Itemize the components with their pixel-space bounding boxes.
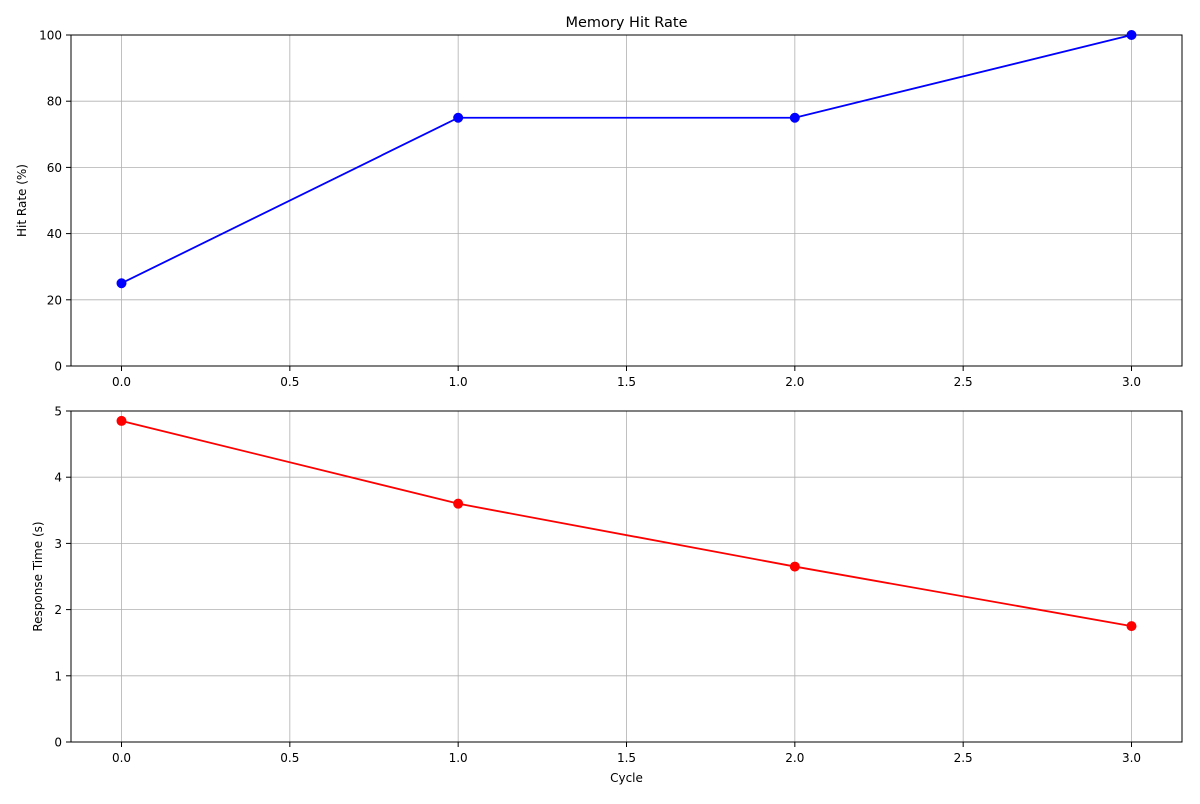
top-x-tick-label: 1.5 [617,375,636,389]
top-x-tick-label: 0.5 [280,375,299,389]
top-series-line [121,34,1132,285]
bottom-y-axis-label: Response Time (s) [31,521,45,631]
top-x-tick-label: 1.0 [449,375,468,389]
top-data-point [116,278,127,289]
top-y-tick-label: 40 [47,227,62,241]
bottom-series-line [121,420,1132,628]
bottom-x-tick-label: 2.5 [954,751,973,765]
bottom-y-tick-label: 4 [54,471,62,485]
bottom-y-tick-label: 1 [54,669,62,683]
bottom-y-tick-label: 2 [54,603,62,617]
top-chart-title: Memory Hit Rate [565,15,687,31]
top-y-tick-label: 80 [47,95,62,109]
top-x-tick-label: 2.0 [785,375,804,389]
bottom-x-tick-label: 0.0 [112,751,131,765]
top-y-tick-label: 100 [39,29,62,43]
bottom-y-tick-label: 3 [54,537,62,551]
top-data-point [453,112,464,123]
top-data-point [789,112,800,123]
top-y-axis-label: Hit Rate (%) [15,164,29,237]
top-y-tick-label: 60 [47,161,62,175]
bottom-data-point [1126,621,1137,632]
top-data-point [1126,30,1137,40]
bottom-x-tick-label: 1.0 [449,751,468,765]
bottom-x-tick-label: 3.0 [1122,751,1141,765]
top-y-tick-label: 0 [54,360,62,374]
top-x-tick-label: 2.5 [954,375,973,389]
bottom-data-point [116,415,127,426]
bottom-data-point [789,561,800,572]
top-y-tick-label: 20 [47,293,62,307]
top-x-tick-label: 3.0 [1122,375,1141,389]
bottom-y-tick-label: 5 [54,405,62,419]
bottom-x-tick-label: 1.5 [617,751,636,765]
bottom-x-axis-label: Cycle [610,771,643,785]
bottom-x-tick-label: 0.5 [280,751,299,765]
bottom-data-point [453,498,464,509]
bottom-y-tick-label: 0 [54,736,62,750]
top-x-tick-label: 0.0 [112,375,131,389]
bottom-x-tick-label: 2.0 [785,751,804,765]
